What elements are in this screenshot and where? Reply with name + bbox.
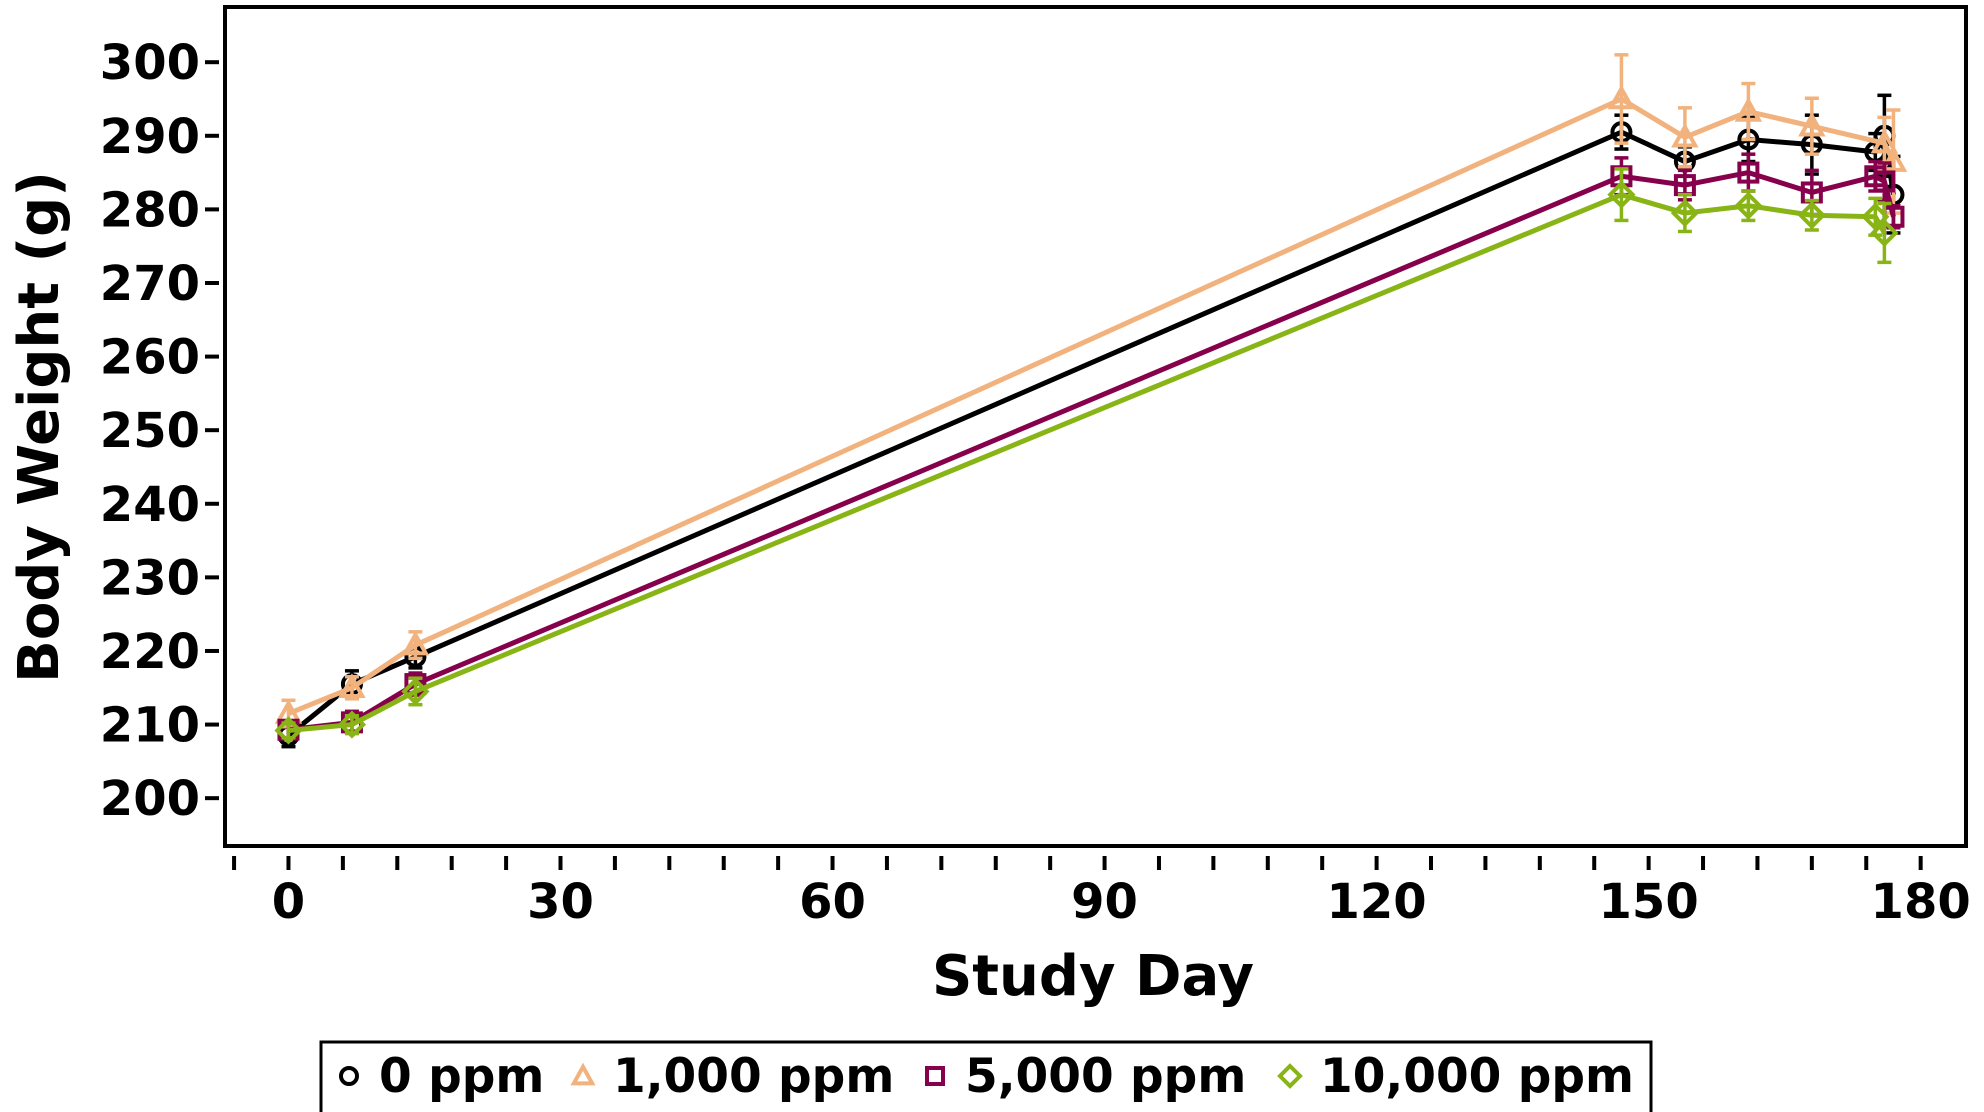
x-tick-label: 120 [1326,874,1426,930]
data-point [1670,198,1699,228]
y-tick-label: 220 [100,624,200,680]
y-tick-label: 250 [100,403,200,459]
y-tick-label: 300 [100,35,200,91]
y-tick-label: 210 [100,698,200,754]
series-1 [274,53,1908,729]
y-axis-title: Body Weight (g) [7,171,72,683]
legend-label: 1,000 ppm [613,1049,894,1104]
data-point [1734,191,1763,220]
data-point [401,677,430,706]
legend-box [319,1040,1653,1112]
y-tick-label: 290 [100,109,200,165]
y-axis: 200 210 220 230 240 250 260 270 280 290 300 [100,35,219,827]
y-tick-label: 230 [100,550,200,606]
x-axis: 0 30 60 90 120 150 180 [232,856,1971,930]
data-point [1607,180,1636,209]
y-tick-label: 270 [100,256,200,312]
data-point [1870,218,1899,248]
x-tick-label: 180 [1871,874,1971,930]
series-group [274,53,1908,749]
legend-marker [339,1066,359,1086]
data-point [1879,147,1908,172]
y-tick-label: 200 [100,771,200,827]
data-point [1870,128,1899,154]
y-tick-label: 280 [100,182,200,238]
data-point [337,710,367,739]
data-point [274,716,303,745]
legend-label: 10,000 ppm [1320,1049,1634,1104]
legend-label: 0 ppm [379,1049,544,1104]
data-point [1734,97,1763,122]
x-tick-label: 150 [1599,874,1699,930]
data-point [1671,122,1699,148]
legend: 0 ppm 1,000 ppm 5,000 ppm 10,000 ppm [319,1040,1653,1112]
legend-marker [925,1066,945,1086]
legend-label: 5,000 ppm [965,1049,1246,1104]
plot-area [223,5,1968,848]
x-tick-label: 30 [527,874,594,930]
series-line [287,96,1896,716]
data-point [1737,161,1760,184]
data-point [401,630,430,656]
data-point [1797,201,1826,230]
legend-marker [570,1062,596,1086]
data-point [338,673,366,699]
legend-marker [1277,1063,1303,1089]
series-line [288,192,1887,733]
series-3 [274,167,1899,745]
x-tick-label: 90 [1071,874,1138,930]
x-tick-label: 0 [272,874,305,930]
x-axis-title: Study Day [932,944,1254,1009]
data-point [1607,84,1636,110]
data-point [1798,111,1826,137]
y-tick-label: 260 [100,330,200,386]
series-line [288,170,1896,733]
data-point [1873,170,1896,193]
series-2 [277,152,1905,741]
y-tick-label: 240 [100,477,200,533]
x-tick-label: 60 [799,874,866,930]
plot-frame [223,5,1968,848]
